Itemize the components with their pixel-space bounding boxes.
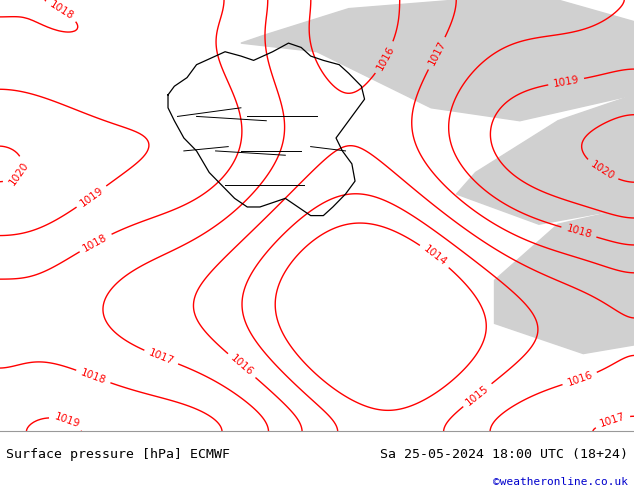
Text: 1018: 1018 bbox=[81, 232, 110, 253]
Polygon shape bbox=[241, 0, 634, 121]
Text: Surface pressure [hPa] ECMWF: Surface pressure [hPa] ECMWF bbox=[6, 448, 230, 461]
Text: 1019: 1019 bbox=[53, 411, 81, 429]
Text: 1020: 1020 bbox=[7, 160, 30, 187]
Text: 1018: 1018 bbox=[79, 368, 107, 386]
Text: Sa 25-05-2024 18:00 UTC (18+24): Sa 25-05-2024 18:00 UTC (18+24) bbox=[380, 448, 628, 461]
Text: 1014: 1014 bbox=[421, 244, 448, 268]
Text: 1017: 1017 bbox=[426, 39, 448, 67]
Text: 1017: 1017 bbox=[147, 348, 175, 367]
Text: 1016: 1016 bbox=[566, 370, 594, 388]
Text: 1018: 1018 bbox=[48, 0, 75, 22]
Text: 1019: 1019 bbox=[552, 74, 580, 89]
Polygon shape bbox=[456, 95, 634, 224]
Text: 1020: 1020 bbox=[588, 159, 616, 182]
Text: 1016: 1016 bbox=[375, 44, 396, 72]
Text: ©weatheronline.co.uk: ©weatheronline.co.uk bbox=[493, 477, 628, 487]
Text: 1019: 1019 bbox=[78, 185, 105, 208]
Polygon shape bbox=[495, 207, 634, 354]
Text: 1015: 1015 bbox=[464, 383, 491, 407]
Text: 1016: 1016 bbox=[228, 353, 255, 378]
Text: 1017: 1017 bbox=[598, 412, 626, 429]
Text: 1018: 1018 bbox=[565, 223, 593, 241]
